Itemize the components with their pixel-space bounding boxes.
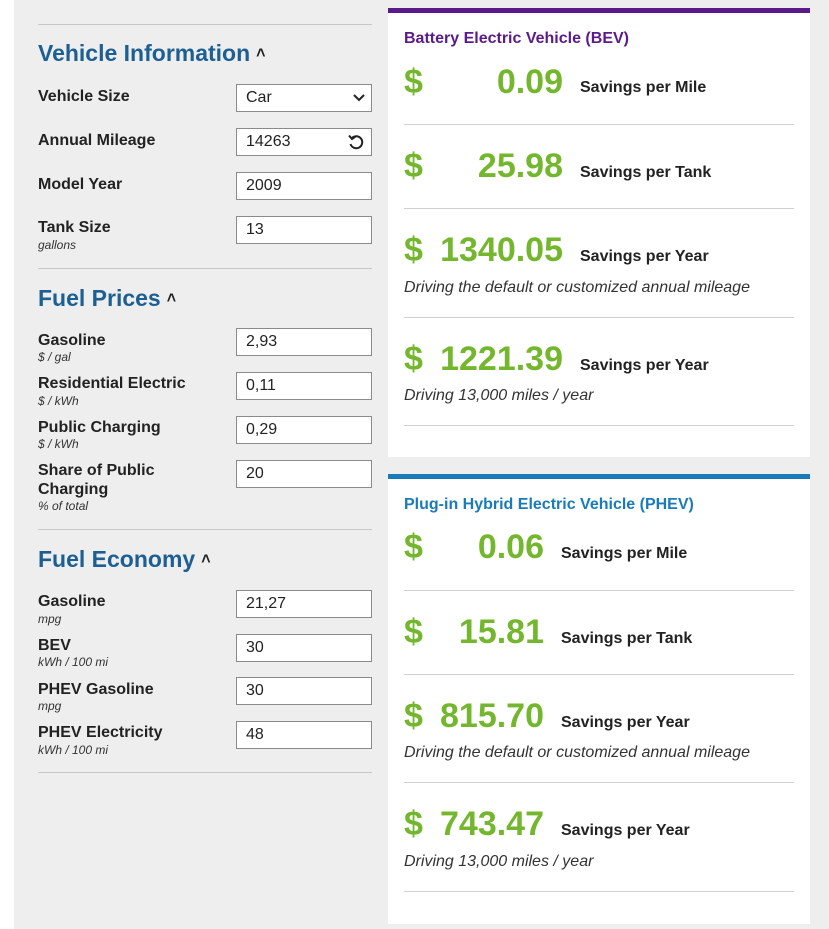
vehicle-size-select[interactable]: Car <box>236 84 372 112</box>
phev-gasoline-input[interactable]: 30 <box>236 677 372 705</box>
gasoline-price-label: Gasoline <box>38 332 106 349</box>
bev-per-mile-label: Savings per Mile <box>580 79 707 96</box>
divider <box>404 425 794 426</box>
public-charging-label: Public Charging <box>38 419 161 436</box>
tank-size-label: Tank Size <box>38 219 111 236</box>
phev-accent-bar <box>388 474 810 479</box>
residential-electric-label: Residential Electric <box>38 375 186 392</box>
phev-per-year-value: 815.70 <box>440 697 544 735</box>
bev-economy-input[interactable]: 30 <box>236 634 372 662</box>
residential-electric-unit: $ / kWh <box>38 394 79 408</box>
gasoline-price-input[interactable]: 2,93 <box>236 328 372 356</box>
phev-title: Plug-in Hybrid Electric Vehicle (PHEV) <box>404 496 694 513</box>
bev-accent-bar <box>388 8 810 13</box>
chevron-up-icon[interactable]: ˄ <box>166 290 177 307</box>
divider <box>404 674 794 675</box>
phev-per-year-label: Savings per Year <box>561 714 690 731</box>
annual-mileage-input[interactable]: 14263 <box>236 128 372 156</box>
bev-economy-label: BEV <box>38 637 71 654</box>
divider <box>404 891 794 892</box>
bev-per-year-13k-note: Driving 13,000 miles / year <box>404 387 594 404</box>
divider <box>404 208 794 209</box>
phev-gasoline-unit: mpg <box>38 699 62 713</box>
public-charging-unit: $ / kWh <box>38 437 79 451</box>
phev-gasoline-label: PHEV Gasoline <box>38 681 154 698</box>
phev-results-card: Plug-in Hybrid Electric Vehicle (PHEV) $… <box>388 474 810 924</box>
reset-icon[interactable] <box>347 133 365 151</box>
currency-symbol: $ <box>404 231 423 269</box>
phev-per-year-note: Driving the default or customized annual… <box>404 744 750 761</box>
divider <box>404 782 794 783</box>
phev-per-year-13k-value: 743.47 <box>440 805 544 843</box>
currency-symbol: $ <box>404 63 423 101</box>
bev-per-year-label: Savings per Year <box>580 248 709 265</box>
bev-per-year-13k-value: 1221.39 <box>440 340 563 378</box>
chevron-up-icon[interactable]: ˄ <box>201 551 211 568</box>
phev-electricity-label: PHEV Electricity <box>38 724 163 741</box>
divider <box>404 590 794 591</box>
share-public-charging-input[interactable]: 20 <box>236 460 372 488</box>
divider <box>38 24 372 25</box>
share-public-charging-unit: % of total <box>38 499 89 513</box>
phev-electricity-input[interactable]: 48 <box>236 721 372 749</box>
chevron-down-icon <box>353 94 365 102</box>
vehicle-info-header[interactable]: Vehicle Information ˄ <box>38 40 266 67</box>
gasoline-economy-input[interactable]: 21,27 <box>236 590 372 618</box>
bev-per-tank-value: 25.98 <box>477 147 563 185</box>
annual-mileage-label: Annual Mileage <box>38 132 156 149</box>
divider <box>404 317 794 318</box>
phev-per-mile-label: Savings per Mile <box>561 545 688 562</box>
vehicle-info-title: Vehicle Information <box>38 40 251 66</box>
divider <box>38 529 372 530</box>
public-charging-input[interactable]: 0,29 <box>236 416 372 444</box>
model-year-label: Model Year <box>38 176 123 193</box>
tank-size-input[interactable]: 13 <box>236 216 372 244</box>
currency-symbol: $ <box>404 805 423 843</box>
bev-title: Battery Electric Vehicle (BEV) <box>404 30 629 47</box>
model-year-input[interactable]: 2009 <box>236 172 372 200</box>
phev-per-year-13k-note: Driving 13,000 miles / year <box>404 853 594 870</box>
vehicle-size-label: Vehicle Size <box>38 88 130 105</box>
fuel-prices-title: Fuel Prices <box>38 285 161 311</box>
phev-per-mile-value: 0.06 <box>477 528 544 566</box>
chevron-up-icon[interactable]: ˄ <box>256 45 266 62</box>
bev-per-year-value: 1340.05 <box>440 231 563 269</box>
fuel-economy-title: Fuel Economy <box>38 546 196 572</box>
bev-per-year-13k-label: Savings per Year <box>580 357 709 374</box>
annual-mileage-value: 14263 <box>246 133 291 150</box>
tank-size-unit: gallons <box>38 238 77 252</box>
phev-per-tank-value: 15.81 <box>458 613 544 651</box>
currency-symbol: $ <box>404 613 423 651</box>
gasoline-price-unit: $ / gal <box>38 350 71 364</box>
currency-symbol: $ <box>404 147 423 185</box>
fuel-economy-header[interactable]: Fuel Economy ˄ <box>38 546 211 573</box>
phev-per-tank-label: Savings per Tank <box>561 630 693 647</box>
fuel-prices-header[interactable]: Fuel Prices ˄ <box>38 285 176 312</box>
bev-economy-unit: kWh / 100 mi <box>38 655 109 669</box>
share-public-charging-label: Share of Public Charging <box>38 462 155 498</box>
bev-results-card: Battery Electric Vehicle (BEV) $ 0.09 Sa… <box>388 8 810 457</box>
residential-electric-input[interactable]: 0,11 <box>236 372 372 400</box>
gasoline-economy-unit: mpg <box>38 612 62 626</box>
currency-symbol: $ <box>404 340 423 378</box>
gasoline-economy-label: Gasoline <box>38 593 106 610</box>
divider <box>404 124 794 125</box>
bev-per-year-note: Driving the default or customized annual… <box>404 279 750 296</box>
divider <box>38 268 372 269</box>
phev-electricity-unit: kWh / 100 mi <box>38 743 109 757</box>
bev-per-mile-value: 0.09 <box>496 63 563 101</box>
currency-symbol: $ <box>404 697 423 735</box>
phev-per-year-13k-label: Savings per Year <box>561 822 690 839</box>
bev-per-tank-label: Savings per Tank <box>580 164 712 181</box>
currency-symbol: $ <box>404 528 423 566</box>
vehicle-size-value: Car <box>246 89 272 106</box>
divider <box>38 772 372 773</box>
